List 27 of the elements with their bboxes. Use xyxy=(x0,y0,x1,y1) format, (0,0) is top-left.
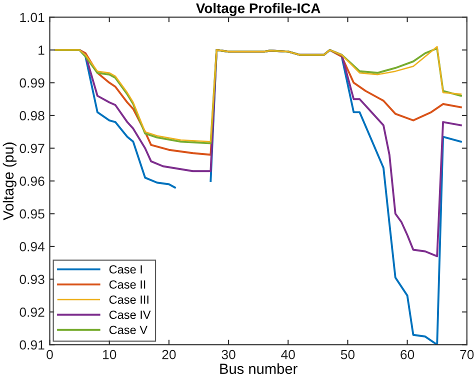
x-tick-label: 20 xyxy=(162,350,176,360)
x-tick-label: 0 xyxy=(46,350,53,360)
x-tick-label: 40 xyxy=(281,350,295,360)
y-tick-label: 1 xyxy=(38,46,44,55)
x-tick-label: 30 xyxy=(222,350,236,360)
x-tick-label: 60 xyxy=(400,350,414,360)
y-tick-label: 0.91 xyxy=(20,340,44,350)
x-tick-label: 50 xyxy=(340,350,355,360)
legend-label: Case IV xyxy=(109,310,151,319)
y-tick-label: 0.96 xyxy=(20,176,44,186)
y-tick-label: 0.92 xyxy=(20,308,44,317)
y-tick-label: 0.97 xyxy=(20,144,44,154)
y-tick-label: 0.95 xyxy=(20,209,44,219)
legend-label: Case III xyxy=(109,295,148,304)
y-tick-label: 1.01 xyxy=(20,12,44,22)
y-tick-label: 0.98 xyxy=(20,111,44,120)
y-tick-label: 0.99 xyxy=(20,78,44,88)
chart-title: Voltage Profile-ICA xyxy=(196,3,320,16)
x-tick-label: 10 xyxy=(103,350,116,360)
x-tick-label: 70 xyxy=(460,350,474,360)
y-tick-label: 0.93 xyxy=(20,274,44,284)
legend-label: Case II xyxy=(109,280,146,289)
x-axis-title: Bus number xyxy=(220,363,298,374)
legend-label: Case I xyxy=(109,265,142,274)
legend-label: Case V xyxy=(109,326,148,334)
y-tick-label: 0.94 xyxy=(20,242,45,252)
y-axis-title: Voltage (pu) xyxy=(2,142,16,220)
